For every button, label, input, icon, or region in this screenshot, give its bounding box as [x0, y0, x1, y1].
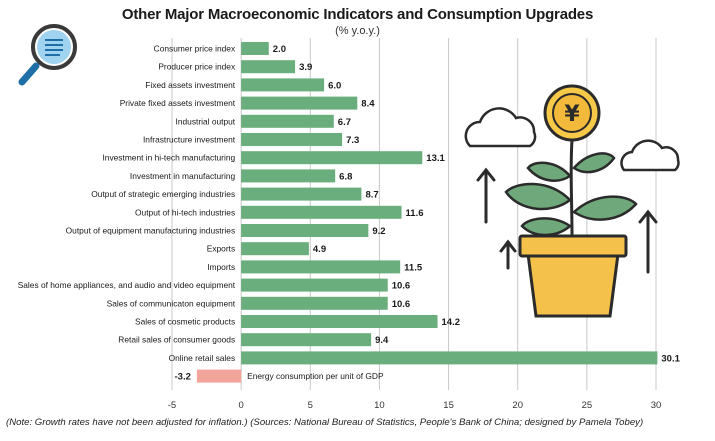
- value-label: 11.5: [404, 262, 423, 273]
- value-label: 6.0: [328, 80, 341, 91]
- category-label: Producer price index: [158, 62, 236, 72]
- category-label: Private fixed assets investment: [120, 98, 236, 108]
- value-label: 7.3: [346, 135, 359, 146]
- bar: [241, 78, 325, 92]
- category-label: Imports: [207, 262, 235, 272]
- category-label: Investment in hi-tech manufacturing: [102, 153, 235, 163]
- yen-icon: ¥: [564, 102, 580, 127]
- bar: [241, 187, 362, 201]
- value-label: 6.7: [338, 117, 351, 128]
- category-label: Retail sales of consumer goods: [118, 335, 235, 345]
- cloud-right-icon: [620, 139, 680, 172]
- bar: [196, 369, 242, 383]
- x-tick-label: -5: [168, 400, 176, 411]
- category-label: Infrastructure investment: [143, 135, 236, 145]
- category-label: Online retail sales: [169, 353, 236, 363]
- bar: [241, 205, 402, 219]
- category-label: Sales of cosmetic products: [135, 317, 235, 327]
- bar: [241, 333, 372, 347]
- category-label: Fixed assets investment: [145, 80, 236, 90]
- bar: [241, 169, 336, 183]
- x-tick-label: 0: [238, 400, 243, 411]
- category-label: Industrial output: [176, 116, 236, 126]
- x-axis-ticks: -5 0 5 10 15 20 25 30: [168, 400, 662, 411]
- bar: [241, 42, 269, 55]
- bar: [241, 260, 401, 274]
- value-label: -3.2: [175, 372, 191, 383]
- category-label: Exports: [207, 244, 235, 254]
- value-label: 3.9: [299, 62, 312, 73]
- value-label: 2.0: [273, 44, 286, 55]
- up-arrow-icon: [476, 167, 658, 274]
- category-label: Output of hi-tech industries: [135, 207, 235, 217]
- bar: [241, 96, 358, 110]
- value-label: 11.6: [406, 208, 424, 219]
- value-label: 10.6: [392, 299, 411, 310]
- bar: [241, 133, 343, 146]
- category-label: Sales of home appliances, and audio and …: [18, 280, 236, 290]
- bar: [241, 114, 334, 128]
- bar: [241, 315, 438, 328]
- potted-plant-icon: ¥: [464, 84, 680, 318]
- bar: [241, 351, 658, 365]
- value-label: 4.9: [313, 244, 326, 255]
- category-label: Energy consumption per unit of GDP: [247, 371, 384, 381]
- value-label: 9.4: [375, 335, 389, 346]
- labels: Consumer price index 2.0 Producer price in…: [18, 44, 681, 383]
- magnifying-glass-icon: [18, 24, 77, 86]
- leaf-icon: [504, 152, 638, 237]
- bar: [241, 60, 296, 74]
- chart-subtitle: (% y.o.y.): [335, 25, 380, 37]
- x-tick-label: 25: [582, 400, 593, 411]
- bars: [196, 42, 658, 383]
- value-label: 10.6: [392, 281, 411, 292]
- footnote: (Note: Growth rates have not been adjust…: [6, 417, 644, 428]
- category-label: Consumer price index: [154, 44, 236, 54]
- value-label: 14.2: [442, 317, 461, 328]
- x-tick-label: 15: [443, 400, 454, 411]
- bar: [241, 296, 388, 310]
- value-label: 9.2: [372, 226, 385, 237]
- x-tick-label: 10: [374, 400, 385, 411]
- value-label: 13.1: [426, 153, 445, 164]
- value-label: 8.4: [361, 99, 375, 110]
- x-tick-label: 30: [651, 400, 662, 411]
- bar: [241, 242, 309, 256]
- value-label: 6.8: [339, 171, 352, 182]
- bar: [241, 224, 369, 237]
- x-tick-label: 20: [512, 400, 523, 411]
- bar: [241, 278, 388, 292]
- value-label: 8.7: [365, 190, 378, 201]
- x-tick-label: 5: [308, 400, 313, 411]
- value-label: 30.1: [661, 353, 680, 364]
- category-label: Output of strategic emerging industries: [91, 189, 235, 199]
- category-label: Output of equipment manufacturing indust…: [66, 226, 235, 236]
- category-label: Investment in manufacturing: [130, 171, 236, 181]
- category-label: Sales of communicaton equipment: [107, 298, 236, 308]
- chart-title: Other Major Macroeconomic Indicators and…: [121, 6, 594, 23]
- cloud-left-icon: [464, 107, 537, 148]
- bar: [241, 151, 423, 165]
